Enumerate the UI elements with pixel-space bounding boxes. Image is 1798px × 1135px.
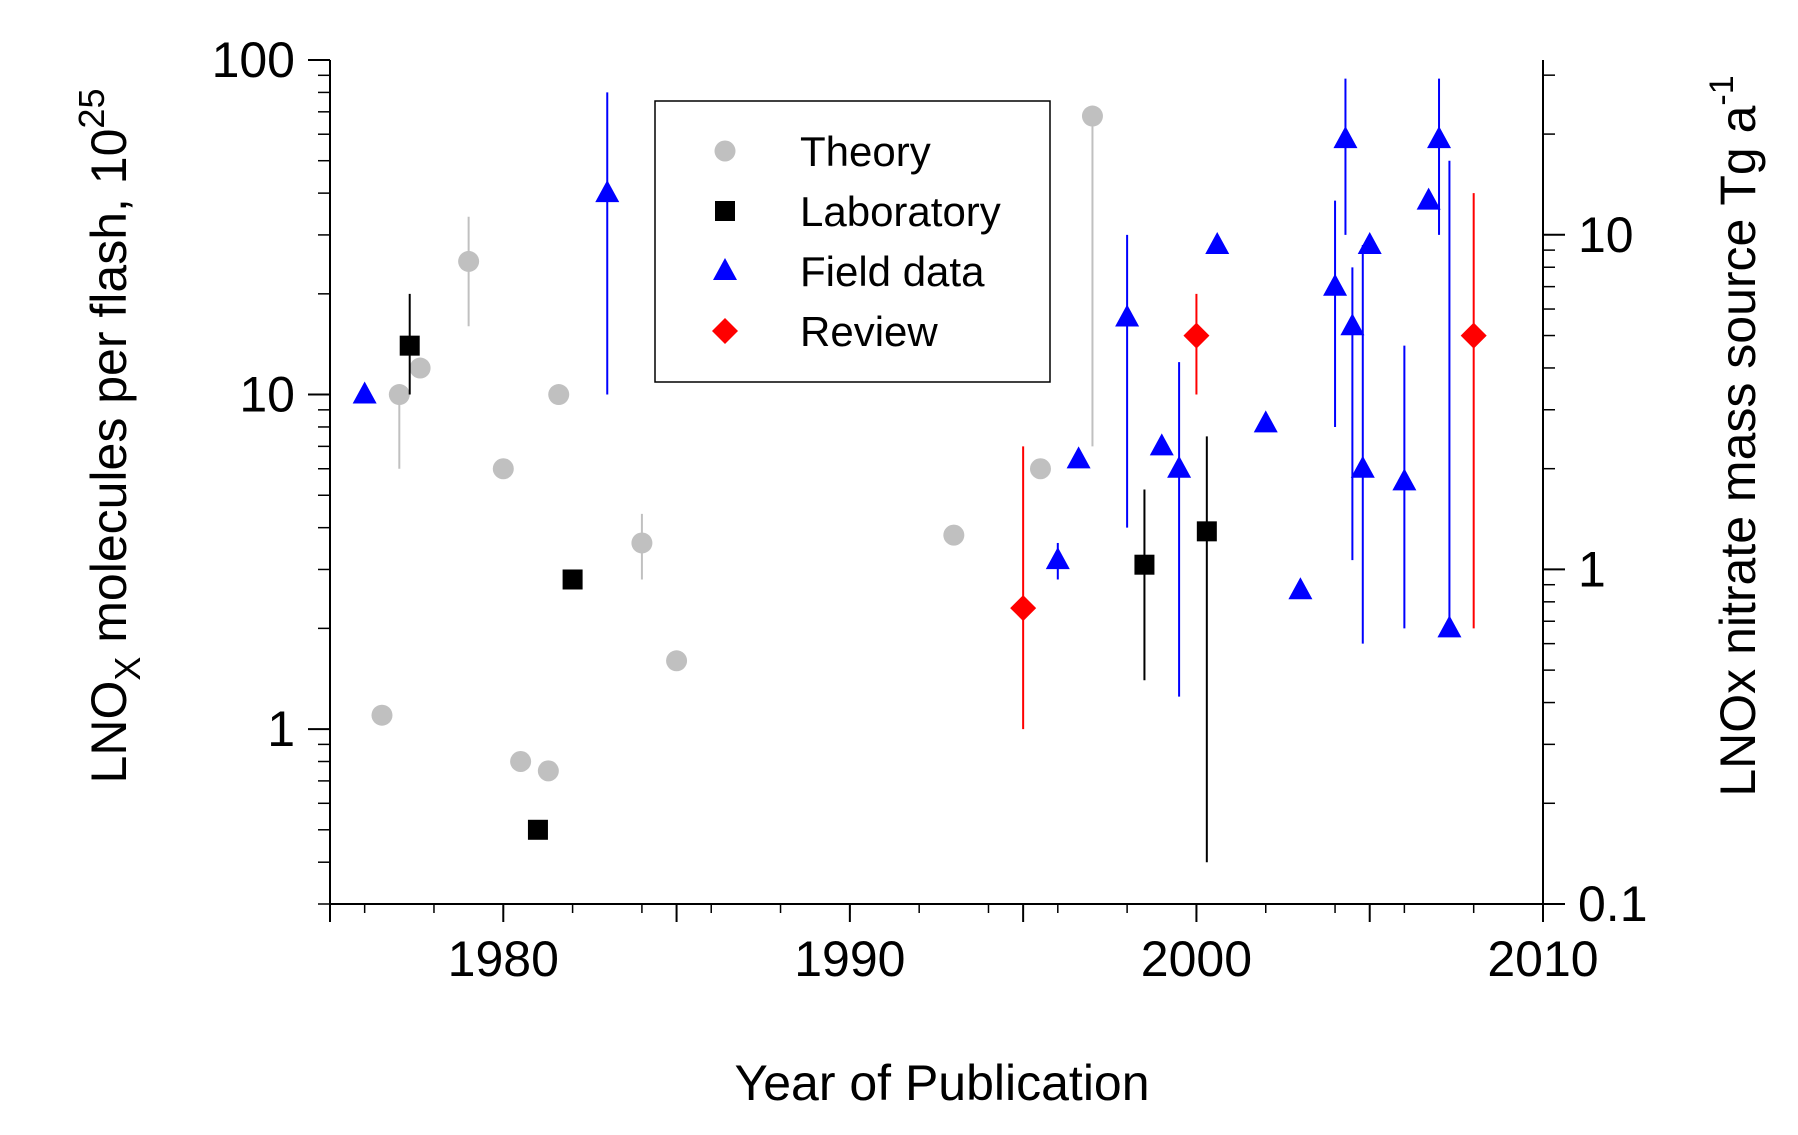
field-data-point xyxy=(1167,455,1192,478)
legend-entry-laboratory: Laboratory xyxy=(715,188,1001,235)
right-y-axis-title: LNOx nitrate mass source Tg a-1 xyxy=(1703,75,1766,796)
theory-point xyxy=(1029,458,1051,480)
review-point xyxy=(1010,595,1037,622)
x-tick-label: 1990 xyxy=(794,931,905,987)
field-data-point xyxy=(1323,273,1348,296)
laboratory-point xyxy=(527,819,548,840)
field-data-point xyxy=(1045,547,1070,570)
theory-point xyxy=(548,384,570,406)
field-data-point xyxy=(1416,187,1441,210)
theory-point xyxy=(943,524,965,546)
field-data-point xyxy=(1253,410,1278,433)
field-data-point xyxy=(1205,231,1230,254)
field-data-point xyxy=(1066,446,1091,469)
right-y-tick-label: 0.1 xyxy=(1578,876,1648,932)
y-tick-label: 100 xyxy=(212,32,295,88)
series-theory xyxy=(371,105,1103,782)
x-axis-title: Year of Publication xyxy=(734,1055,1149,1111)
theory-point xyxy=(371,704,393,726)
field-data-point xyxy=(1115,304,1140,327)
laboratory-point xyxy=(562,569,583,590)
right-y-tick-label: 10 xyxy=(1578,207,1634,263)
field-data-point xyxy=(595,180,620,203)
theory-point xyxy=(409,357,431,379)
legend-label: Theory xyxy=(800,128,931,175)
x-tick-label: 1980 xyxy=(448,931,559,987)
legend-label: Laboratory xyxy=(800,188,1001,235)
field-data-point xyxy=(1437,615,1462,638)
legend-marker xyxy=(715,201,735,221)
review-point xyxy=(1460,322,1487,349)
laboratory-point xyxy=(1196,521,1217,542)
legend-entry-review: Review xyxy=(712,308,938,355)
field-data-point xyxy=(1427,126,1452,149)
legend: Theory Laboratory Field data Review xyxy=(654,100,1051,383)
field-data-point xyxy=(1350,455,1375,478)
theory-point xyxy=(537,760,559,782)
field-data-point xyxy=(1340,313,1365,336)
axes: 1980 1990 2000 2010 1 10 100 0.1 1 10 xyxy=(212,32,1648,987)
laboratory-point xyxy=(399,335,420,356)
theory-point xyxy=(388,384,410,406)
theory-point xyxy=(458,250,480,272)
field-data-point xyxy=(1333,126,1358,149)
theory-point xyxy=(631,532,653,554)
y-tick-label: 1 xyxy=(267,701,295,757)
laboratory-point xyxy=(1134,554,1155,575)
y-tick-label: 10 xyxy=(239,367,295,423)
x-tick-label: 2000 xyxy=(1141,931,1252,987)
theory-point xyxy=(1081,105,1103,127)
theory-point xyxy=(666,650,688,672)
series-review xyxy=(1010,193,1487,730)
legend-entry-theory: Theory xyxy=(714,128,931,175)
theory-point xyxy=(492,458,514,480)
field-data-point xyxy=(1149,433,1174,456)
legend-marker xyxy=(713,258,737,280)
legend-marker xyxy=(712,318,738,344)
legend-entry-field-data: Field data xyxy=(713,248,985,295)
x-tick-label: 2010 xyxy=(1487,931,1598,987)
field-data-point xyxy=(1357,231,1382,254)
field-data-point xyxy=(1288,577,1313,600)
right-y-tick-label: 1 xyxy=(1578,541,1606,597)
legend-marker xyxy=(714,140,736,162)
field-data-point xyxy=(352,381,377,404)
plot-area xyxy=(352,78,1487,863)
series-field-data xyxy=(352,78,1462,697)
legend-label: Review xyxy=(800,308,938,355)
legend-label: Field data xyxy=(800,248,985,295)
y-axis-title: LNOX molecules per flash, 1025 xyxy=(71,89,148,784)
field-data-point xyxy=(1392,468,1417,491)
review-point xyxy=(1183,322,1210,349)
series-laboratory xyxy=(399,293,1217,863)
theory-point xyxy=(510,750,532,772)
